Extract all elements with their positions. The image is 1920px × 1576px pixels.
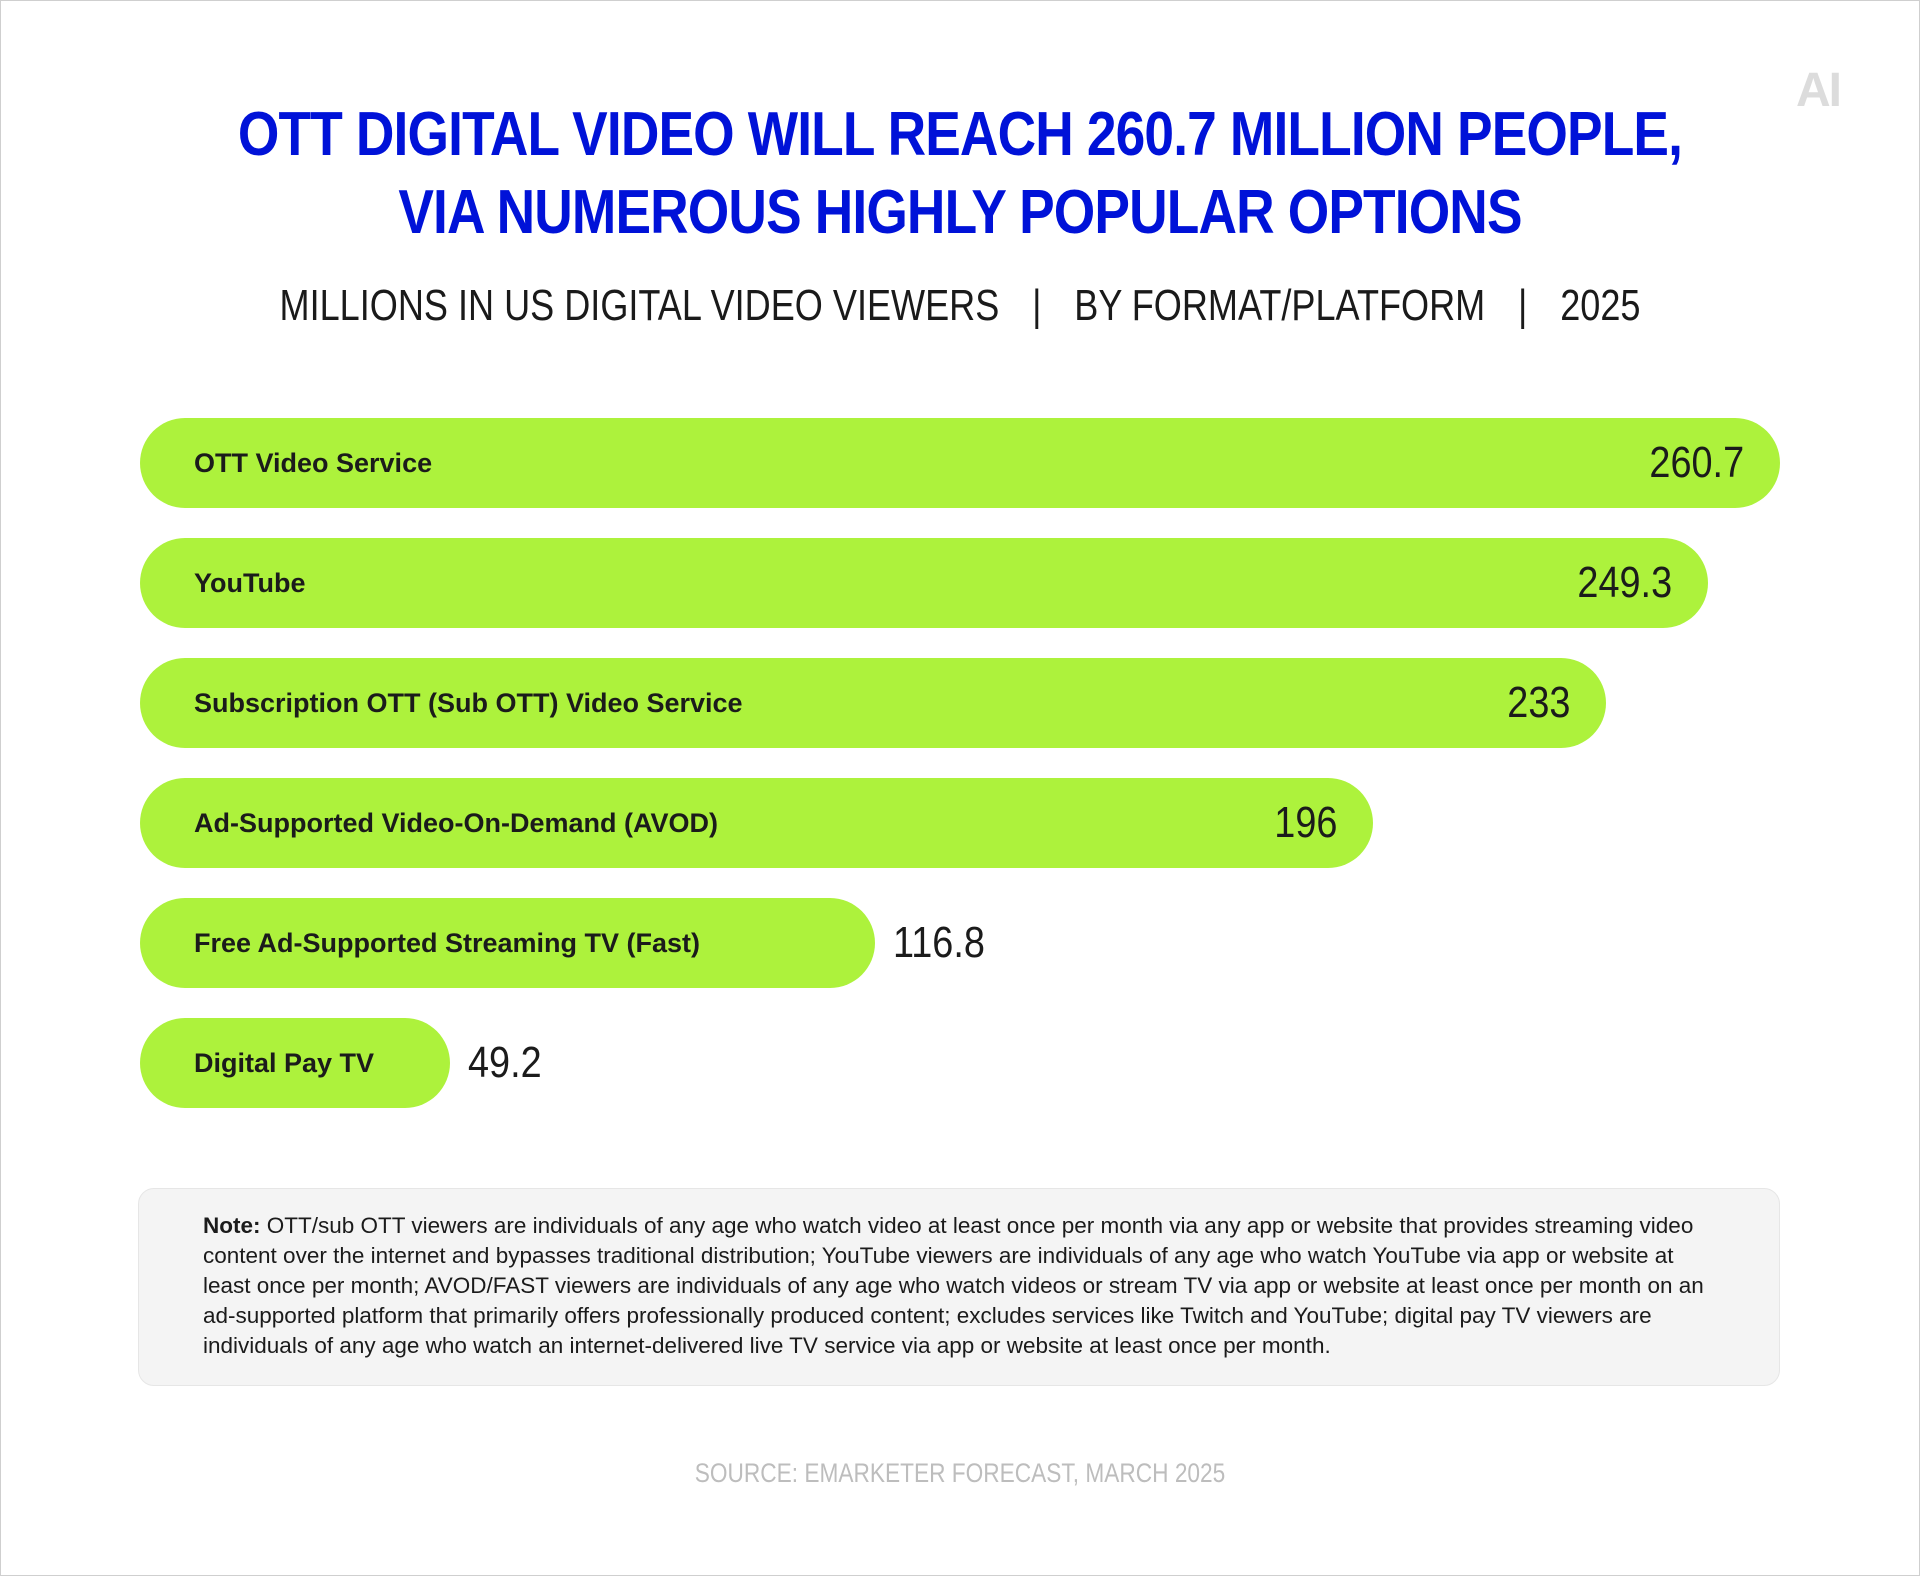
brand-logo: AI	[1796, 64, 1842, 117]
bar-value-label: 260.7	[1649, 438, 1744, 487]
source-line: SOURCE: EMARKETER FORECAST, MARCH 2025	[694, 1458, 1226, 1488]
bar	[140, 658, 1606, 748]
bar-category-label: Subscription OTT (Sub OTT) Video Service	[194, 688, 743, 718]
chart-title-line-1: OTT DIGITAL VIDEO WILL REACH 260.7 MILLI…	[237, 100, 1683, 169]
bar-row: Digital Pay TV 49.2	[140, 1018, 1780, 1108]
footnote-text: OTT/sub OTT viewers are individuals of a…	[203, 1213, 1704, 1358]
bar-category-label: Free Ad-Supported Streaming TV (Fast)	[194, 928, 701, 958]
bar-row: OTT Video Service 260.7	[140, 418, 1780, 508]
bar-value-label: 116.8	[893, 918, 985, 967]
bar-category-label: OTT Video Service	[194, 448, 433, 478]
bar-category-label: Ad-Supported Video-On-Demand (AVOD)	[194, 808, 718, 838]
footnote-box: Note: OTT/sub OTT viewers are individual…	[138, 1188, 1780, 1386]
bar-row: Subscription OTT (Sub OTT) Video Service…	[140, 658, 1780, 748]
bar-row: Ad-Supported Video-On-Demand (AVOD) 196	[140, 778, 1780, 868]
bar	[140, 778, 1373, 868]
chart-subtitle: MILLIONS IN US DIGITAL VIDEO VIEWERS | BY …	[173, 278, 1747, 334]
subtitle-separator: |	[1032, 281, 1042, 330]
subtitle-breakdown: BY FORMAT/PLATFORM	[1074, 281, 1486, 330]
bar-value-label: 249.3	[1577, 558, 1672, 607]
subtitle-measure: MILLIONS IN US DIGITAL VIDEO VIEWERS	[279, 281, 1000, 330]
bar	[140, 898, 875, 988]
subtitle-year: 2025	[1560, 281, 1641, 330]
bar	[140, 418, 1780, 508]
chart-title: OTT DIGITAL VIDEO WILL REACH 260.7 MILLI…	[134, 96, 1785, 252]
bar-value-label: 233	[1506, 678, 1570, 727]
chart-title-line-2: VIA NUMEROUS HIGHLY POPULAR OPTIONS	[398, 178, 1522, 247]
bar-row: Free Ad-Supported Streaming TV (Fast) 116…	[140, 898, 1780, 988]
bar	[140, 1018, 450, 1108]
bar-row: YouTube 249.3	[140, 538, 1780, 628]
bar-value-label: 196	[1273, 798, 1337, 847]
bar-category-label: Digital Pay TV	[194, 1048, 375, 1078]
bar-chart: OTT Video Service 260.7 YouTube 249.3 Subscr…	[140, 418, 1780, 1118]
subtitle-separator: |	[1518, 281, 1528, 330]
bar	[140, 538, 1708, 628]
bar-category-label: YouTube	[194, 568, 306, 598]
footnote-label: Note:	[203, 1213, 261, 1238]
bar-value-label: 49.2	[468, 1038, 542, 1087]
